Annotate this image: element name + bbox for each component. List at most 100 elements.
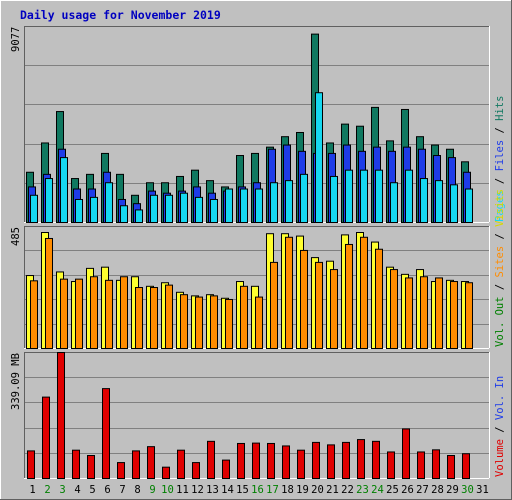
pages-bar <box>180 192 188 223</box>
volume-bar <box>132 450 140 479</box>
volume-bar <box>162 466 170 479</box>
volume-bar <box>177 449 185 480</box>
volume-bar <box>252 442 260 480</box>
volume-bar <box>237 442 245 480</box>
pages-bar <box>90 196 98 223</box>
sites-bar <box>285 236 293 349</box>
legend-vol-in: Vol. In <box>494 376 506 420</box>
legend-sep: / <box>494 277 506 296</box>
legend-mid: Vol. Out / Sites / Visits <box>494 189 506 347</box>
sites-bar <box>225 298 233 350</box>
x-tick-label: 28 <box>431 484 444 496</box>
pages-bar <box>165 194 173 223</box>
sites-bar <box>270 261 278 350</box>
pages-bar <box>75 198 83 224</box>
x-tick-label: 14 <box>221 484 234 496</box>
pages-bar <box>420 178 428 223</box>
pages-bar <box>210 198 218 224</box>
volume-bar <box>222 459 230 480</box>
sites-bar <box>450 281 458 349</box>
pages-bar <box>150 194 158 223</box>
volume-bar <box>447 454 455 479</box>
volume-max-label: 339.09 MB <box>10 353 22 410</box>
pages-bar <box>240 188 248 223</box>
x-tick-label: 1 <box>29 484 35 496</box>
legend-pages: Pages <box>494 190 506 222</box>
x-tick-label: 4 <box>74 484 80 496</box>
sites-bar <box>330 269 338 350</box>
pages-bar <box>270 182 278 224</box>
sites-bar <box>255 296 263 350</box>
pages-bar <box>405 169 413 224</box>
volume-bar <box>357 439 365 480</box>
legend-top: Pages / Files / Hits <box>494 96 506 222</box>
sites-bar <box>105 279 113 349</box>
x-tick-label: 22 <box>341 484 354 496</box>
volume-bar <box>342 441 350 479</box>
legend-sep: / <box>494 171 506 190</box>
x-tick-label: 7 <box>119 484 125 496</box>
pages-bar <box>60 157 68 223</box>
volume-bar <box>192 462 200 479</box>
panels-group <box>24 26 490 479</box>
x-axis-labels: 1 2 3 4 5 6 7 8 9 10 11 12 13 14 15 16 17 18 19 20 21 22 23 24 2… <box>29 484 488 496</box>
sites-bar <box>375 248 383 349</box>
sites-bar <box>120 276 128 350</box>
x-tick-label: 12 <box>191 484 204 496</box>
x-tick-label: 29 <box>446 484 459 496</box>
pages-bar <box>345 169 353 224</box>
sites-bar <box>75 278 83 349</box>
pages-bar <box>450 184 458 224</box>
pages-bar <box>300 173 308 223</box>
sites-bar <box>345 243 353 349</box>
pages-bar <box>360 169 368 224</box>
pages-bar <box>315 92 323 223</box>
sites-bar <box>390 269 398 350</box>
x-tick-label: 26 <box>401 484 414 496</box>
volume-bar <box>432 449 440 480</box>
volume-bar <box>102 388 110 480</box>
x-tick-label: 19 <box>296 484 309 496</box>
sites-bar <box>150 287 158 350</box>
hits-max-label: 9077 <box>10 27 22 52</box>
volume-bar <box>267 442 275 480</box>
bars-group <box>26 33 473 480</box>
chart-title: Daily usage for November 2019 <box>20 8 221 22</box>
x-tick-label: 31 <box>476 484 489 496</box>
volume-bar <box>282 445 290 479</box>
x-tick-label: 6 <box>104 484 110 496</box>
volume-bar <box>372 440 380 480</box>
sites-bar <box>240 285 248 349</box>
volume-bar <box>27 450 35 479</box>
x-tick-label: 17 <box>266 484 279 496</box>
pages-bar <box>255 188 263 223</box>
x-tick-label: 21 <box>326 484 339 496</box>
volume-bar <box>402 428 410 479</box>
legend-bottom: Volume / Vol. In <box>494 376 506 477</box>
volume-bar <box>387 451 395 479</box>
legend-visits: Visits <box>494 189 506 227</box>
sites-bar <box>465 282 473 349</box>
sites-bar <box>405 277 413 349</box>
legend-sep: / <box>494 121 506 140</box>
pages-bar <box>465 188 473 223</box>
volume-bar <box>87 454 95 479</box>
sites-bar <box>195 296 203 350</box>
sites-bar <box>135 287 143 350</box>
volume-bar <box>117 462 125 479</box>
sites-bar <box>45 237 53 350</box>
pages-bar <box>45 178 53 223</box>
legend-sep: / <box>494 227 506 246</box>
volume-bar <box>312 441 320 479</box>
sites-bar <box>420 276 428 350</box>
x-tick-label: 10 <box>161 484 174 496</box>
pages-bar <box>285 180 293 223</box>
x-tick-label: 30 <box>461 484 474 496</box>
sites-bar <box>435 277 443 349</box>
volume-bar <box>207 440 215 480</box>
legend-sites: Sites <box>494 246 506 278</box>
sites-bar <box>165 284 173 350</box>
sites-bar <box>90 276 98 350</box>
x-tick-label: 15 <box>236 484 249 496</box>
volume-bar <box>327 444 335 480</box>
